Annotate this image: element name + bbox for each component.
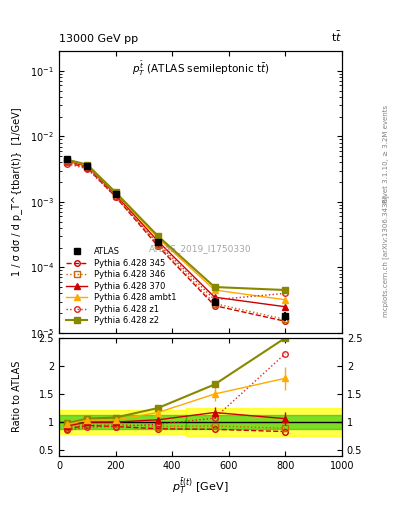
Line: Pythia 6.428 z2: Pythia 6.428 z2 [65,157,288,293]
Pythia 6.428 ambt1 [212,287,217,293]
Text: mcplots.cern.ch [arXiv:1306.3436]: mcplots.cern.ch [arXiv:1306.3436] [382,195,389,317]
Text: t$\bar{t}$: t$\bar{t}$ [331,29,342,44]
Pythia 6.428 z1 [212,296,217,303]
Pythia 6.428 346 [283,316,288,323]
Pythia 6.428 345 [283,318,288,324]
Legend: ATLAS, Pythia 6.428 345, Pythia 6.428 346, Pythia 6.428 370, Pythia 6.428 ambt1,: ATLAS, Pythia 6.428 345, Pythia 6.428 34… [63,244,180,329]
Line: Pythia 6.428 346: Pythia 6.428 346 [65,159,288,322]
Pythia 6.428 z1 [65,161,70,167]
Pythia 6.428 z1 [85,166,90,172]
Pythia 6.428 345 [212,303,217,309]
X-axis label: $p_T^{\bar{t}(t)}$ [GeV]: $p_T^{\bar{t}(t)}$ [GeV] [172,476,229,496]
Pythia 6.428 346 [212,301,217,307]
Pythia 6.428 z1 [113,194,118,200]
Pythia 6.428 z2 [85,162,90,168]
Pythia 6.428 z2 [212,284,217,290]
Pythia 6.428 ambt1 [283,296,288,303]
Text: $p_T^{\bar{t}}$ (ATLAS semileptonic t$\bar{t}$): $p_T^{\bar{t}}$ (ATLAS semileptonic t$\b… [132,60,269,78]
Pythia 6.428 345 [113,194,118,200]
Pythia 6.428 370 [85,163,90,169]
Text: 13000 GeV pp: 13000 GeV pp [59,33,138,44]
Pythia 6.428 ambt1 [113,190,118,197]
Pythia 6.428 345 [85,165,90,171]
Pythia 6.428 346 [65,159,70,165]
Pythia 6.428 ambt1 [85,162,90,168]
Pythia 6.428 370 [212,294,217,300]
Pythia 6.428 z2 [113,189,118,196]
Pythia 6.428 370 [156,238,160,244]
Text: ATLAS_2019_I1750330: ATLAS_2019_I1750330 [149,244,252,253]
Pythia 6.428 z2 [156,233,160,239]
Pythia 6.428 z2 [65,157,70,163]
Pythia 6.428 346 [113,193,118,199]
Y-axis label: 1 / σ dσ / d p_T^{tbar(t)}  [1/GeV]: 1 / σ dσ / d p_T^{tbar(t)} [1/GeV] [11,108,22,276]
Line: Pythia 6.428 ambt1: Pythia 6.428 ambt1 [65,158,288,303]
Pythia 6.428 345 [65,159,70,165]
Pythia 6.428 ambt1 [65,157,70,163]
Line: Pythia 6.428 370: Pythia 6.428 370 [65,158,288,310]
Pythia 6.428 z1 [283,290,288,296]
Pythia 6.428 370 [113,191,118,198]
Pythia 6.428 346 [85,164,90,170]
Line: Pythia 6.428 345: Pythia 6.428 345 [65,160,288,324]
Pythia 6.428 370 [65,158,70,164]
Pythia 6.428 ambt1 [156,235,160,241]
Pythia 6.428 370 [283,304,288,310]
Pythia 6.428 345 [156,243,160,249]
Y-axis label: Ratio to ATLAS: Ratio to ATLAS [12,361,22,433]
Pythia 6.428 z2 [283,287,288,293]
Pythia 6.428 346 [156,242,160,248]
Pythia 6.428 z1 [156,241,160,247]
Line: Pythia 6.428 z1: Pythia 6.428 z1 [65,161,288,303]
Text: Rivet 3.1.10, ≥ 3.2M events: Rivet 3.1.10, ≥ 3.2M events [383,104,389,203]
